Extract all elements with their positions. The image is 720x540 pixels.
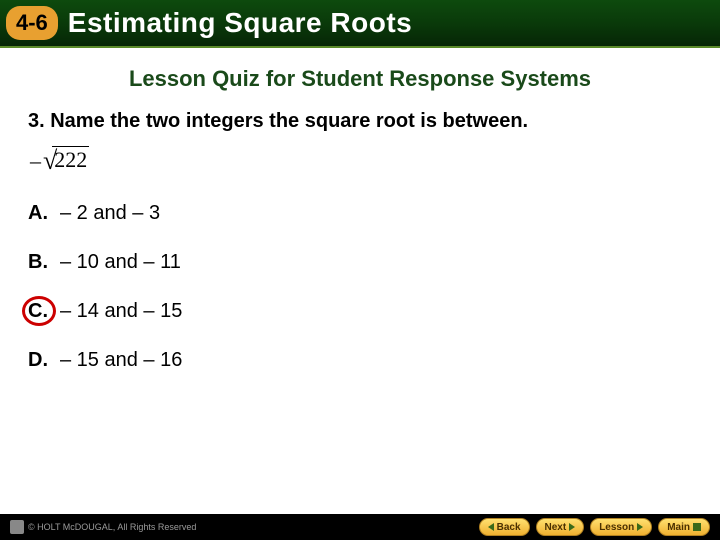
option-a: A. – 2 and – 3 bbox=[28, 202, 692, 225]
option-d: D. – 15 and – 16 bbox=[28, 349, 692, 372]
slide-header: 4-6 Estimating Square Roots bbox=[0, 0, 720, 48]
lesson-label: Lesson bbox=[599, 522, 634, 533]
math-expression: – √ 222 bbox=[28, 148, 692, 174]
square-root: √ 222 bbox=[43, 148, 89, 174]
question-text: 3. Name the two integers the square root… bbox=[28, 108, 692, 134]
option-text: – 15 and – 16 bbox=[60, 349, 182, 372]
option-text: – 2 and – 3 bbox=[60, 202, 160, 225]
answer-options: A. – 2 and – 3 B. – 10 and – 11 C. – 14 … bbox=[28, 202, 692, 372]
quiz-heading: Lesson Quiz for Student Response Systems bbox=[28, 66, 692, 92]
slide-footer: © HOLT McDOUGAL, All Rights Reserved Bac… bbox=[0, 514, 720, 540]
copyright-text: © HOLT McDOUGAL, All Rights Reserved bbox=[10, 520, 196, 534]
lesson-number-badge: 4-6 bbox=[6, 6, 58, 40]
back-button[interactable]: Back bbox=[479, 518, 530, 536]
option-text: – 10 and – 11 bbox=[60, 251, 181, 274]
back-label: Back bbox=[497, 522, 521, 533]
content-area: Lesson Quiz for Student Response Systems… bbox=[0, 48, 720, 372]
back-arrow-icon bbox=[488, 523, 494, 531]
option-letter: A. bbox=[28, 202, 54, 225]
radicand: 222 bbox=[52, 146, 89, 173]
next-arrow-icon bbox=[569, 523, 575, 531]
option-letter: B. bbox=[28, 251, 54, 274]
option-text: – 14 and – 15 bbox=[60, 300, 182, 323]
negative-sign: – bbox=[30, 148, 41, 174]
next-label: Next bbox=[545, 522, 567, 533]
copyright-label: © HOLT McDOUGAL, All Rights Reserved bbox=[28, 522, 196, 532]
main-button[interactable]: Main bbox=[658, 518, 710, 536]
nav-button-group: Back Next Lesson Main bbox=[479, 518, 710, 536]
option-letter: C. bbox=[28, 300, 54, 323]
lesson-arrow-icon bbox=[637, 523, 643, 531]
header-title: Estimating Square Roots bbox=[68, 7, 412, 39]
option-c: C. – 14 and – 15 bbox=[28, 300, 692, 323]
option-b: B. – 10 and – 11 bbox=[28, 251, 692, 274]
next-button[interactable]: Next bbox=[536, 518, 585, 536]
main-label: Main bbox=[667, 522, 690, 533]
correct-answer-circle bbox=[22, 296, 56, 326]
lesson-button[interactable]: Lesson bbox=[590, 518, 652, 536]
holt-logo-icon bbox=[10, 520, 24, 534]
main-square-icon bbox=[693, 523, 701, 531]
option-letter: D. bbox=[28, 349, 54, 372]
